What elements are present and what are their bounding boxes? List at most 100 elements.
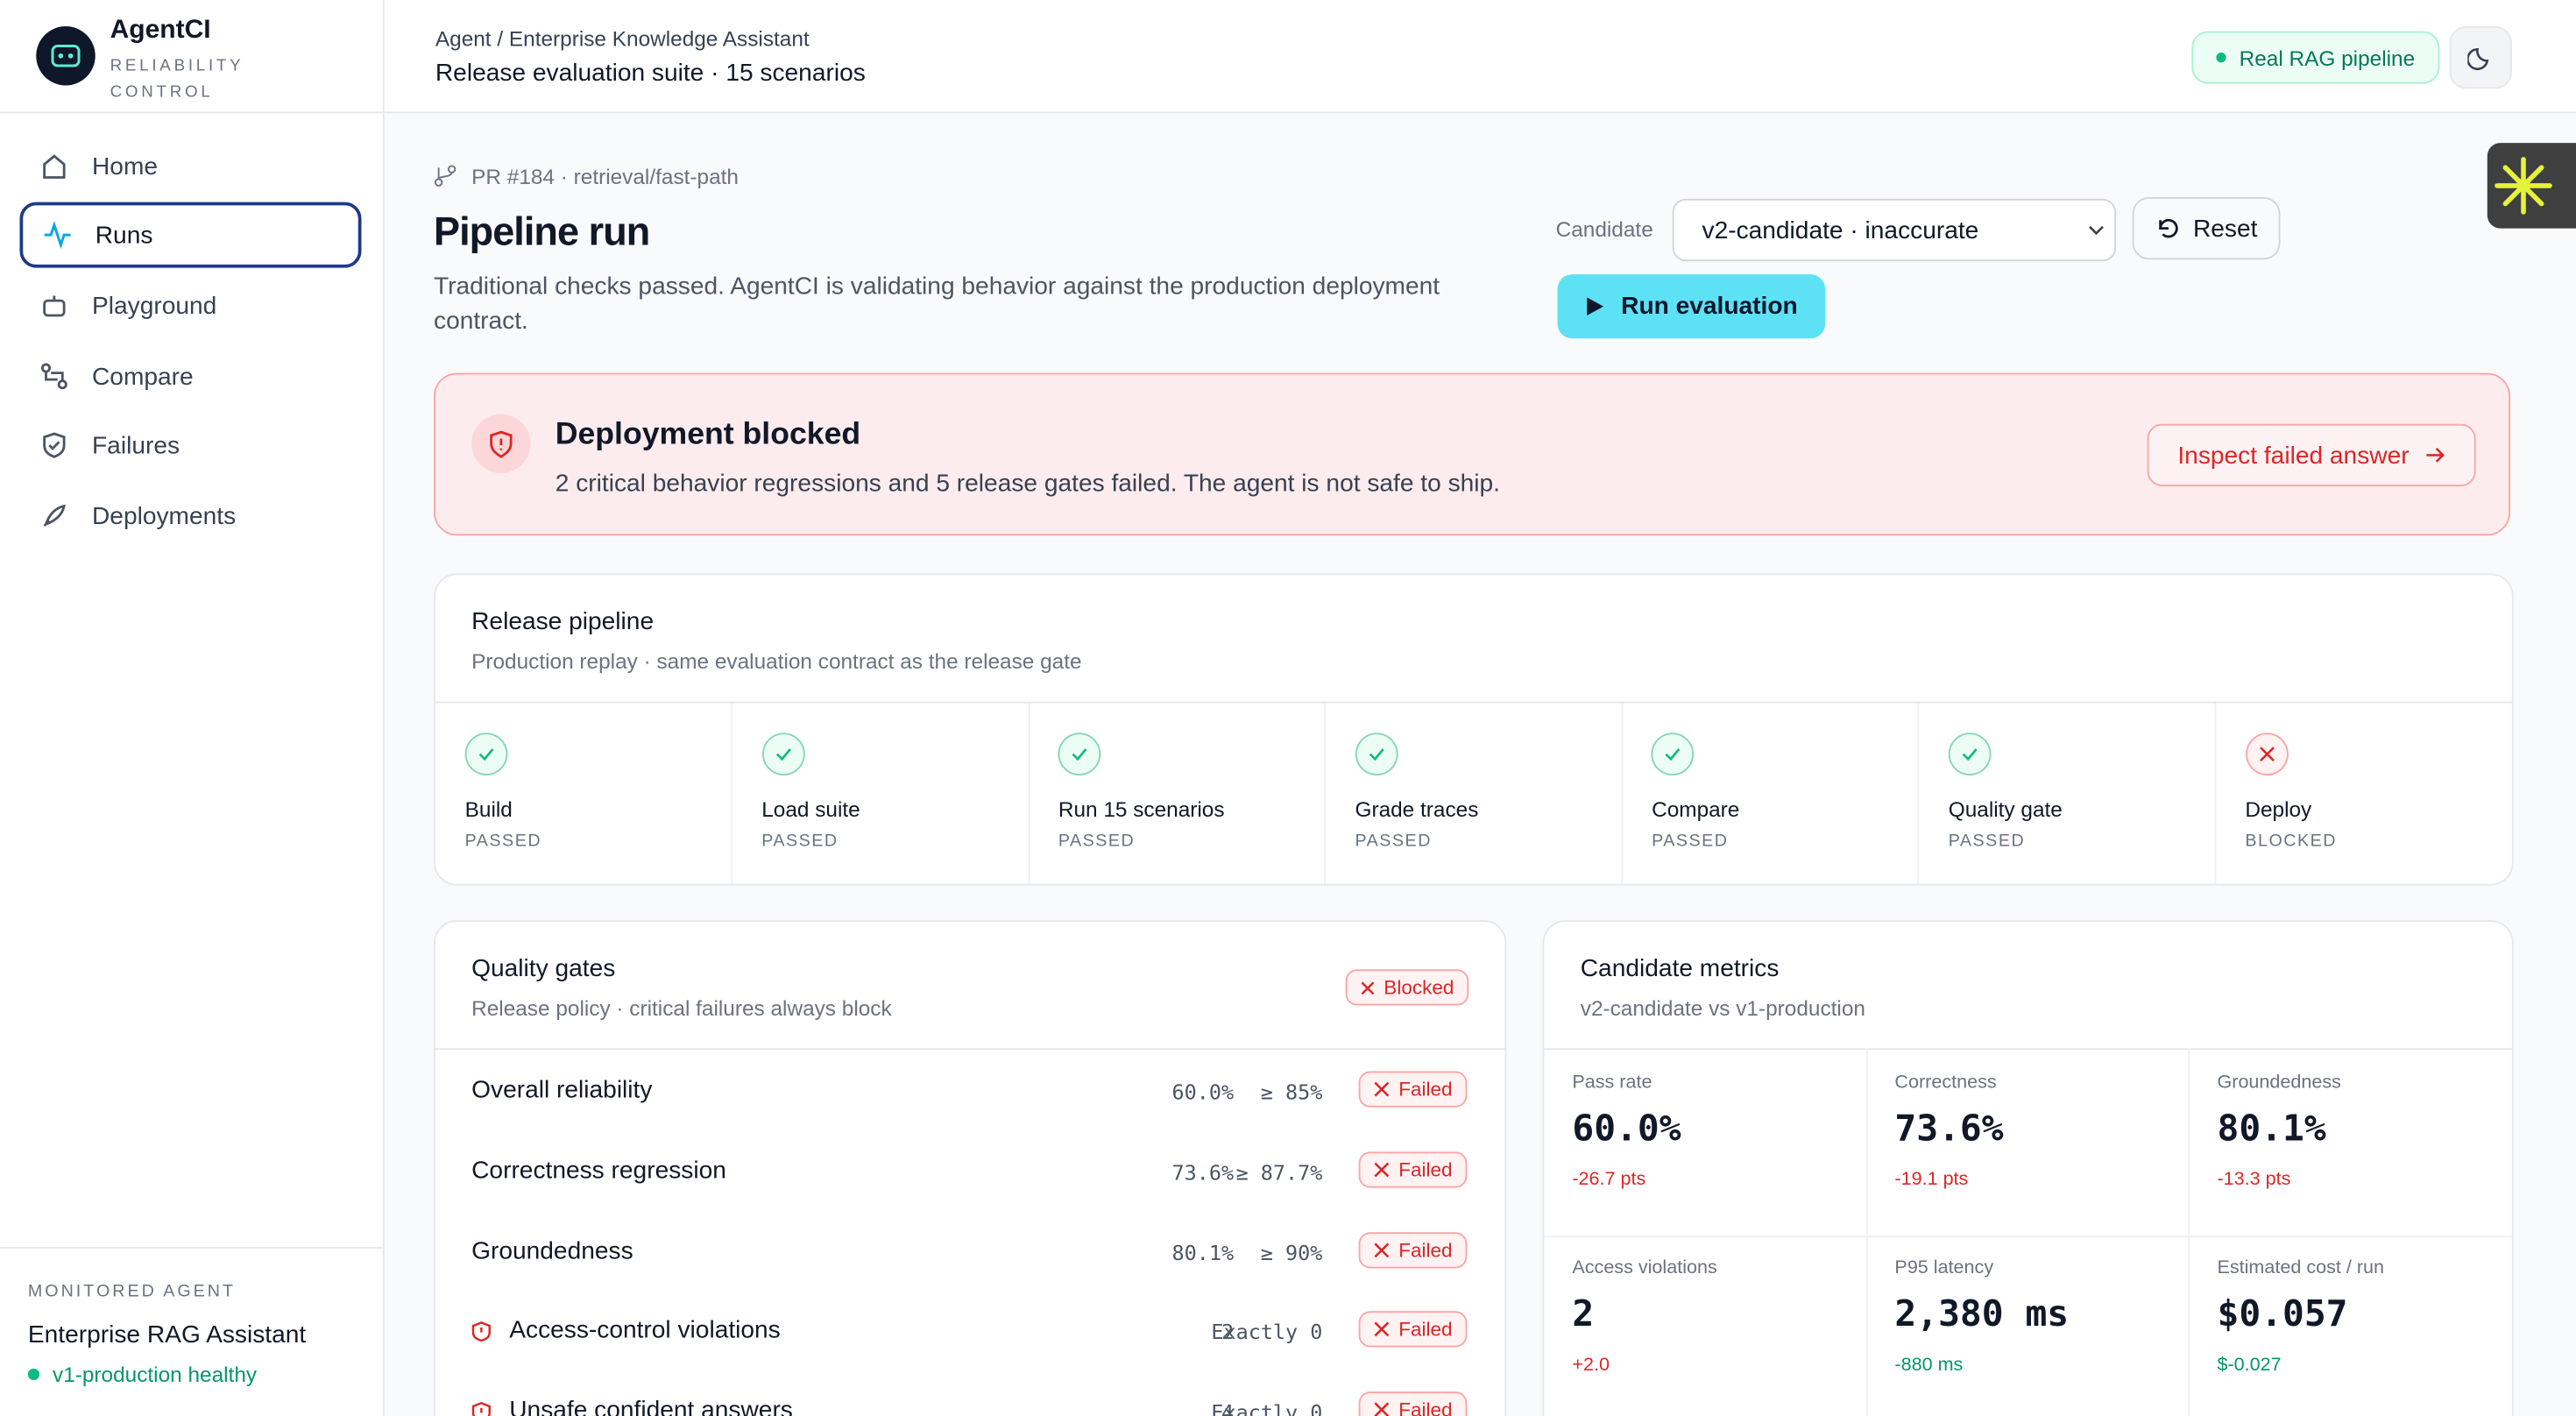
metric-delta: -26.7 pts <box>1572 1170 1646 1190</box>
metric-tile: Pass rate 60.0% -26.7 pts <box>1544 1050 1868 1237</box>
breadcrumb: Agent / Enterprise Knowledge Assistant <box>435 26 810 52</box>
pipeline-step: Run 15 scenarios PASSED <box>1029 703 1327 884</box>
gate-row: Unsafe confident answers 4 Exactly 0 Fai… <box>435 1370 1504 1416</box>
step-icon <box>1355 733 1398 775</box>
step-icon <box>761 733 804 775</box>
metric-value: 60.0% <box>1572 1108 1681 1150</box>
tagline: RELIABILITY CONTROL <box>110 57 244 103</box>
card-title: Release pipeline <box>471 607 655 636</box>
metric-value: 2 <box>1572 1294 1595 1336</box>
gate-value: 4 <box>1221 1399 1235 1416</box>
inspect-button[interactable]: Inspect failed answer <box>2147 423 2476 486</box>
alert: Deployment blocked 2 critical behavior r… <box>434 372 2510 536</box>
alert-message: 2 critical behavior regressions and 5 re… <box>555 470 1500 499</box>
nav-label: Home <box>92 152 159 181</box>
metric-value: $0.057 <box>2217 1294 2348 1336</box>
pipeline-step: Load suite PASSED <box>732 703 1030 884</box>
run-button[interactable]: Run evaluation <box>1557 274 1826 339</box>
candidate-select[interactable]: v2-candidate · inaccurate <box>1672 198 2116 262</box>
gate-status: Failed <box>1359 1071 1468 1108</box>
gate-name: Groundedness <box>471 1236 633 1264</box>
gate-name: Access-control violations <box>509 1316 781 1345</box>
brand: AgentCI <box>110 16 211 45</box>
pipeline-badge: Real RAG pipeline <box>2191 31 2440 84</box>
pr-label: PR #184 · retrieval/fast-path <box>471 164 739 189</box>
step-status: BLOCKED <box>2245 831 2337 852</box>
step-name: Build <box>464 796 513 822</box>
pill-text: Blocked <box>1384 975 1454 999</box>
pill-text: Failed <box>1398 1237 1453 1262</box>
gate-name: Correctness regression <box>471 1156 726 1185</box>
step-icon <box>1058 733 1101 775</box>
card-subtitle: Release policy · critical failures alway… <box>471 995 892 1021</box>
metric-delta: $-0.027 <box>2217 1355 2282 1376</box>
nav-compare[interactable]: Compare <box>20 343 362 409</box>
gate-status: Failed <box>1359 1311 1468 1349</box>
nav-deployments[interactable]: Deployments <box>20 483 362 549</box>
metric-label: Estimated cost / run <box>2217 1258 2385 1278</box>
metric-tile: Access violations 2 +2.0 <box>1545 1235 1868 1416</box>
metric-delta: -13.3 pts <box>2217 1170 2291 1190</box>
nav-home[interactable]: Home <box>20 133 362 199</box>
pill-text: Failed <box>1398 1078 1453 1101</box>
nav-label: Deployments <box>92 501 237 530</box>
step-name: Compare <box>1652 796 1740 822</box>
step-name: Load suite <box>761 796 860 822</box>
page-description: Traditional checks passed. AgentCI is va… <box>434 273 1440 336</box>
pipeline-step: Deploy BLOCKED <box>2216 704 2512 884</box>
metrics-card: Candidate metrics v2-candidate vs v1-pro… <box>1542 920 2514 1416</box>
card-subtitle: Production replay · same evaluation cont… <box>471 648 1082 674</box>
metric-tile: Estimated cost / run $0.057 $-0.027 <box>2190 1235 2512 1416</box>
metric-delta: +2.0 <box>1572 1355 1610 1376</box>
gate-row: Overall reliability 60.0% ≥ 85% Failed <box>435 1050 1504 1130</box>
pipeline-card: Release pipeline Production replay · sam… <box>434 573 2514 886</box>
floating-widget[interactable] <box>2487 143 2576 229</box>
metric-value: 73.6% <box>1894 1108 2004 1150</box>
metric-label: Correctness <box>1894 1073 1997 1093</box>
card-title: Candidate metrics <box>1580 954 1780 983</box>
status-dot <box>27 1368 39 1380</box>
sidebar: AgentCI RELIABILITY CONTROL Home Runs Pl… <box>0 0 385 1416</box>
gate-row: Access-control violations 2 Exactly 0 Fa… <box>435 1291 1504 1371</box>
page-title: Pipeline run <box>434 210 650 255</box>
reset-button[interactable]: Reset <box>2132 197 2281 260</box>
branch-icon <box>434 165 456 187</box>
step-name: Quality gate <box>1948 796 2063 822</box>
metric-value: 2,380 ms <box>1894 1294 2070 1336</box>
nav-failures[interactable]: Failures <box>20 413 362 478</box>
gate-threshold: ≥ 87.7% <box>1235 1159 1323 1185</box>
alert-icon <box>471 414 531 473</box>
nav-label: Compare <box>92 362 194 391</box>
run-label: Run evaluation <box>1621 292 1798 321</box>
agent-status: v1-production healthy <box>53 1362 258 1387</box>
nav-label: Runs <box>95 221 153 250</box>
nav-runs[interactable]: Runs <box>19 202 362 268</box>
metric-label: Access violations <box>1572 1258 1717 1278</box>
gate-threshold: Exactly 0 <box>1211 1399 1323 1416</box>
gate-name: Unsafe confident answers <box>509 1397 793 1416</box>
badge-text: Real RAG pipeline <box>2239 45 2416 70</box>
step-name: Run 15 scenarios <box>1058 796 1225 822</box>
gates-status: Blocked <box>1346 969 1469 1006</box>
metric-tile: Groundedness 80.1% -13.3 pts <box>2189 1050 2512 1237</box>
gate-row: Correctness regression 73.6% ≥ 87.7% Fai… <box>435 1130 1504 1211</box>
metric-tile: P95 latency 2,380 ms -880 ms <box>1867 1235 2190 1416</box>
gate-name: Overall reliability <box>471 1076 653 1104</box>
step-name: Grade traces <box>1355 796 1479 822</box>
gate-status: Failed <box>1359 1150 1468 1188</box>
nav-label: Playground <box>92 291 217 320</box>
step-icon <box>464 733 508 775</box>
logo <box>36 26 96 86</box>
metric-label: Pass rate <box>1572 1073 1652 1093</box>
nav-playground[interactable]: Playground <box>20 273 362 338</box>
pipeline-step: Compare PASSED <box>1622 703 1920 884</box>
gate-threshold: ≥ 90% <box>1260 1239 1323 1264</box>
step-name: Deploy <box>2245 796 2312 822</box>
alert-title: Deployment blocked <box>555 417 861 452</box>
theme-toggle[interactable] <box>2449 26 2512 89</box>
card-title: Quality gates <box>471 954 616 983</box>
step-icon <box>1948 733 1992 775</box>
